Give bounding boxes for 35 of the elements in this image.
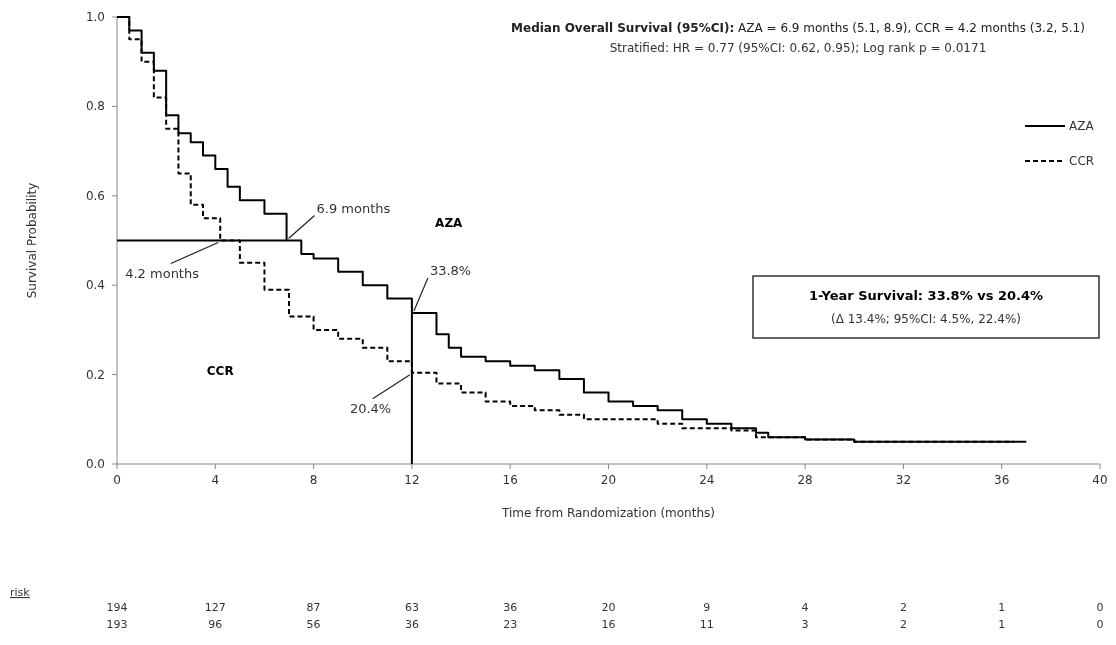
x-tick-label: 40	[1092, 473, 1108, 487]
text: 194 127 87 63 36 20 9 4 2 1 0	[106, 601, 1104, 614]
annotation: 4.2 months	[125, 265, 200, 281]
x-tick-label: 28	[797, 473, 813, 487]
annotation: 20.4%	[349, 400, 392, 416]
annotation: CCR	[206, 363, 234, 378]
x-tick-label: 0	[113, 473, 121, 487]
x-tick-label: 32	[895, 473, 912, 487]
annotation: AZA	[435, 216, 464, 231]
y-tick-label: 1.0	[85, 10, 105, 24]
y-tick-label: 0.4	[85, 278, 105, 293]
annotation: 1-Year Survival: 33.8% vs 20.4%	[808, 288, 1044, 303]
x-tick-label: 20	[600, 473, 617, 487]
legend-label: CCR	[1069, 154, 1095, 168]
y-tick-label: 0.8	[85, 99, 105, 114]
legend-label: AZA	[1069, 119, 1095, 133]
x-tick-label: 4	[211, 473, 220, 487]
text: Stratified: HR = 0.77 (95%CI: 0.62, 0.95); Log rank p = 0.0171	[609, 41, 987, 55]
annotation: (Δ 13.4%; 95%CI: 4.5%, 22.4%)	[830, 312, 1022, 326]
x-axis-title: Time from Randomization (months)	[501, 506, 715, 520]
x-tick-label: 16	[502, 473, 518, 487]
chart-title: Median Overall Survival (95%CI): AZA = 6.9 months (5.1, 8.9), CCR = 4.2 months (3.2, 5.1)	[511, 21, 1085, 35]
text: risk	[10, 586, 31, 599]
y-tick-label: 0.6	[85, 188, 105, 203]
x-tick-label: 8	[309, 473, 318, 487]
text-box: 1-Year Survival: 33.8% vs 20.4% (Δ 13.4%; 95%CI: 4.5%, 22.4%)	[752, 275, 1100, 339]
x-tick-label: 24	[699, 473, 715, 487]
x-tick-label: 12	[404, 473, 420, 487]
y-tick-label: 0.2	[85, 367, 105, 382]
annotation: 6.9 months	[316, 200, 391, 216]
x-tick-label: 36	[994, 473, 1010, 487]
y-axis-title: Survival Probability	[25, 182, 39, 299]
text: 193 96 56 36 23 16 11 3 2 1 0	[106, 618, 1104, 631]
y-tick-label: 0.0	[85, 457, 105, 471]
annotation: 33.8%	[429, 262, 472, 278]
